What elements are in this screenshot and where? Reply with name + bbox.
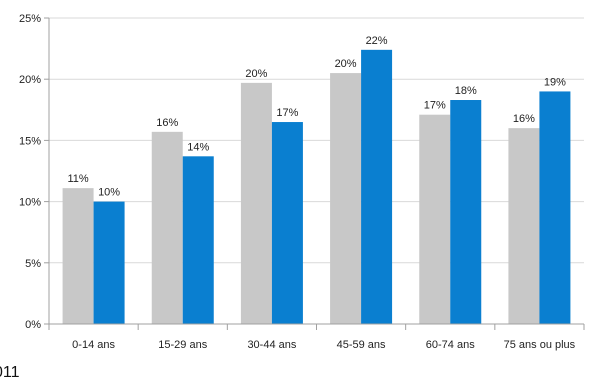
data-label: 11% bbox=[67, 173, 88, 185]
bar-series-1-1 bbox=[62, 188, 94, 324]
data-label: 16% bbox=[156, 117, 178, 129]
data-label: 16% bbox=[513, 113, 535, 125]
data-label: 10% bbox=[98, 187, 120, 199]
data-label: 17% bbox=[424, 100, 446, 112]
data-label: 20% bbox=[245, 68, 267, 80]
y-tick-label: 15% bbox=[19, 135, 41, 147]
footer-text: 011 bbox=[0, 364, 20, 381]
y-tick-label: 5% bbox=[25, 258, 41, 270]
data-labels: 11% 10% 16% 14% 20% 17% 20% 22% 17% 18% 16% 19% bbox=[67, 35, 566, 199]
y-tick-label: 0% bbox=[25, 319, 41, 331]
bar-series-1-2 bbox=[151, 131, 183, 324]
x-tick-label: 45-59 ans bbox=[337, 339, 386, 351]
y-tick-label: 20% bbox=[19, 74, 41, 86]
bar-series-1-4 bbox=[330, 73, 362, 324]
x-tick-label: 75 ans ou plus bbox=[504, 339, 576, 351]
bar-series-2-4 bbox=[361, 49, 393, 324]
x-tick-label: 60-74 ans bbox=[426, 339, 475, 351]
y-tick-label: 25% bbox=[19, 13, 41, 25]
data-label: 18% bbox=[455, 85, 477, 97]
x-tick-label: 30-44 ans bbox=[247, 339, 296, 351]
data-label: 19% bbox=[544, 76, 566, 88]
bar-series-1-3 bbox=[240, 82, 272, 324]
y-axis: 0% 5% 10% 15% 20% 25% bbox=[19, 13, 50, 331]
bar-series-2-2 bbox=[182, 156, 214, 324]
gridlines bbox=[49, 17, 584, 264]
y-tick-label: 10% bbox=[19, 197, 41, 209]
bar-series-2-3 bbox=[271, 122, 303, 324]
data-label: 14% bbox=[187, 141, 209, 153]
bars bbox=[62, 49, 571, 325]
bar-series-2-1 bbox=[93, 201, 125, 324]
bar-series-1-5 bbox=[419, 114, 451, 324]
x-tick-label: 0-14 ans bbox=[72, 339, 115, 351]
x-tick-label: 15-29 ans bbox=[158, 339, 207, 351]
bar-series-1-6 bbox=[508, 128, 540, 324]
data-label: 20% bbox=[335, 58, 357, 70]
x-axis: 0-14 ans 15-29 ans 30-44 ans 45-59 ans 60-74… bbox=[48, 323, 585, 351]
bar-series-2-6 bbox=[539, 91, 571, 324]
data-label: 22% bbox=[366, 35, 388, 47]
bar-series-2-5 bbox=[450, 100, 482, 325]
data-label: 17% bbox=[276, 107, 298, 119]
